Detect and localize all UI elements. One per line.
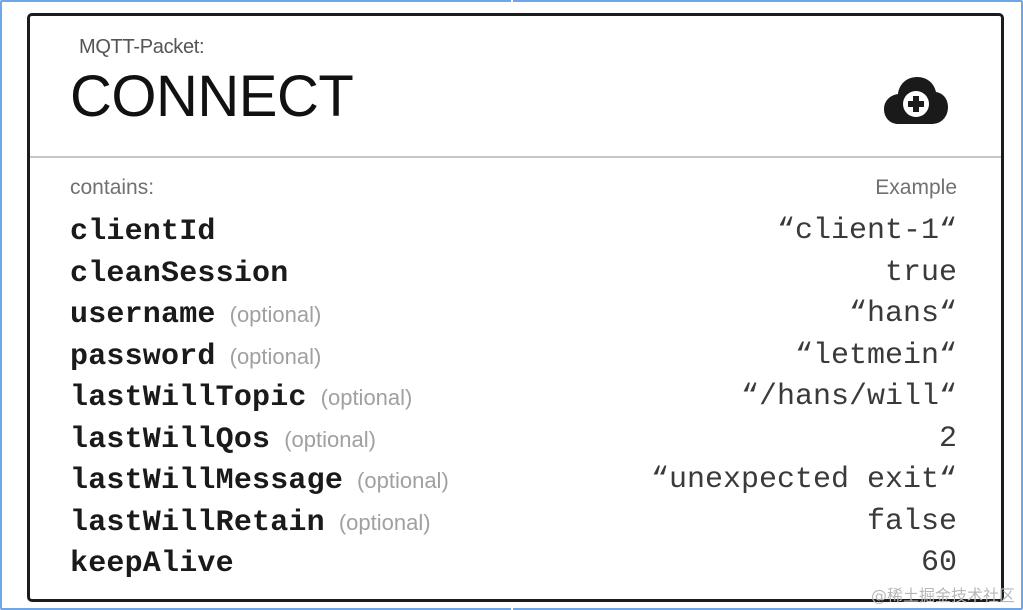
- contains-header: contains:: [70, 176, 155, 199]
- field-name: password: [70, 339, 216, 374]
- card-header: MQTT-Packet: CONNECT: [30, 16, 1001, 158]
- field-row-cleansession: cleanSession true: [70, 253, 957, 295]
- optional-tag: (optional): [229, 302, 322, 327]
- field-example: false: [866, 504, 957, 539]
- field-example: “hans“: [848, 297, 957, 331]
- field-name: clientId: [70, 215, 216, 249]
- field-row-lastwilltopic: lastWillTopic (optional) “/hans/will“: [70, 377, 957, 419]
- field-name: lastWillTopic: [70, 381, 307, 415]
- watermark: @稀土掘金技术社区: [870, 586, 1015, 605]
- field-name: lastWillQos: [70, 422, 271, 457]
- optional-tag: (optional): [338, 509, 431, 535]
- optional-tag: (optional): [357, 468, 449, 493]
- field-list: clientId “client-1“ cleanSession true us…: [70, 211, 957, 585]
- example-header: Example: [875, 176, 957, 199]
- field-name: keepAlive: [70, 547, 234, 581]
- field-name: lastWillRetain: [70, 505, 325, 540]
- cloud-add-icon: [884, 77, 948, 124]
- field-name: username: [70, 298, 216, 332]
- field-row-password: password (optional) “letmein“: [70, 336, 957, 378]
- field-name: lastWillMessage: [70, 464, 344, 498]
- optional-tag: (optional): [284, 426, 376, 452]
- field-row-lastwillqos: lastWillQos (optional) 2: [70, 419, 957, 461]
- field-row-clientid: clientId “client-1“: [70, 211, 957, 253]
- optional-tag: (optional): [229, 343, 322, 369]
- field-example: “letmein“: [794, 338, 957, 373]
- field-example: “client-1“: [776, 214, 957, 248]
- column-headers: contains: Example: [70, 176, 957, 204]
- field-example: “unexpected exit“: [650, 463, 957, 497]
- field-example: 2: [938, 421, 957, 456]
- field-row-lastwillmessage: lastWillMessage (optional) “unexpected ex…: [70, 460, 957, 502]
- field-row-lastwillretain: lastWillRetain (optional) false: [70, 502, 957, 544]
- field-example: 60: [920, 546, 957, 580]
- field-row-username: username (optional) “hans“: [70, 294, 957, 336]
- field-name: cleanSession: [70, 256, 289, 291]
- packet-card: MQTT-Packet: CONNECT contains: Example c…: [27, 13, 1004, 602]
- field-row-keepalive: keepAlive 60: [70, 543, 957, 585]
- packet-label: MQTT-Packet:: [79, 36, 205, 58]
- field-example: “/hans/will“: [740, 380, 957, 414]
- field-example: true: [884, 255, 957, 290]
- packet-title: CONNECT: [70, 64, 354, 129]
- optional-tag: (optional): [320, 385, 413, 410]
